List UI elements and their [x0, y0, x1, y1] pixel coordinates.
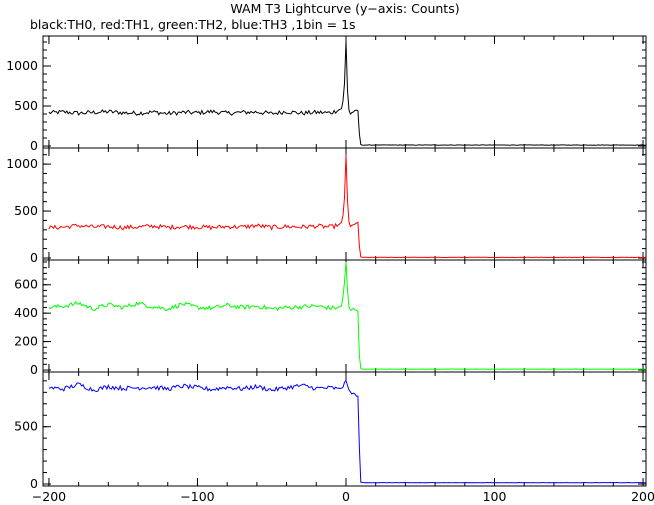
x-tick-label: 200 — [631, 489, 654, 504]
panel-frame — [42, 371, 647, 487]
y-tick-label: 0 — [30, 476, 38, 491]
series-line-th0 — [48, 40, 647, 146]
panel-frame — [42, 147, 647, 261]
y-tick-label: 1000 — [6, 58, 38, 73]
chart-title: WAM T3 Lightcurve (y−axis: Counts) — [230, 1, 460, 16]
x-tick-label: −200 — [32, 489, 66, 504]
y-tick-label: 500 — [14, 419, 38, 434]
panel-th3: 0 500 — [14, 371, 647, 491]
y-tick-label: 500 — [14, 203, 38, 218]
panel-th2: 0 200 400 600 — [14, 259, 647, 377]
y-tick-label: 400 — [14, 305, 38, 320]
x-tick-label: −100 — [180, 489, 214, 504]
series-line-th2 — [48, 261, 647, 370]
series-line-th1 — [48, 155, 647, 259]
panel-th0: 0 500 1000 — [6, 35, 647, 153]
x-tick-label: 0 — [342, 489, 350, 504]
y-tick-label: 200 — [14, 334, 38, 349]
y-tick-label: 500 — [14, 98, 38, 113]
y-tick-label: 0 — [30, 138, 38, 153]
y-tick-label: 0 — [30, 250, 38, 265]
y-tick-label: 600 — [14, 277, 38, 292]
y-tick-label: 1000 — [6, 156, 38, 171]
x-tick-label: 100 — [483, 489, 507, 504]
series-line-th3 — [48, 379, 646, 484]
panel-th1: 0 500 1000 — [6, 147, 647, 265]
panel-frame — [42, 35, 647, 149]
chart-subtitle: black:TH0, red:TH1, green:TH2, blue:TH3 … — [30, 17, 356, 32]
y-tick-label: 0 — [30, 362, 38, 377]
